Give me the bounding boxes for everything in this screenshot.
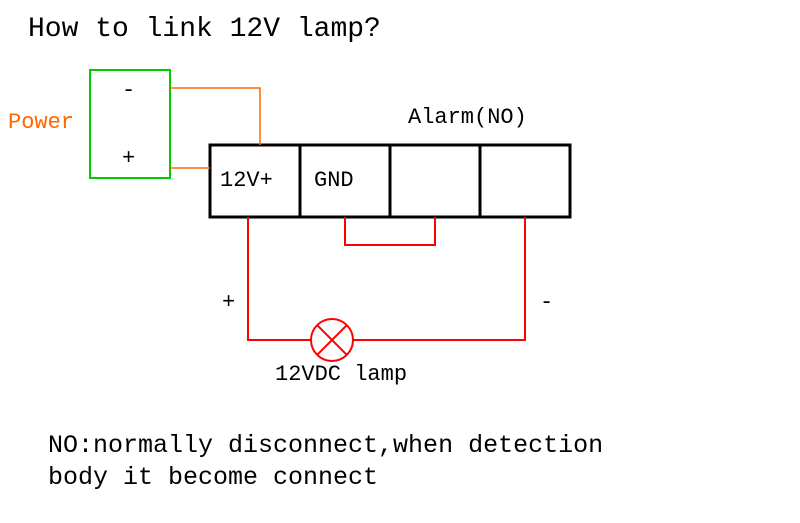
power-minus-sign: -	[122, 78, 135, 103]
footnote-line2: body it become connect	[48, 462, 378, 493]
lamp-plus-sign: +	[222, 290, 235, 315]
power-plus-sign: +	[122, 146, 135, 171]
power-label: Power	[8, 110, 74, 135]
terminal-label-gnd: GND	[314, 168, 354, 193]
wire-lamp-minus	[353, 217, 525, 340]
alarm-header-label: Alarm(NO)	[408, 105, 527, 130]
wire-lamp-plus	[248, 217, 311, 340]
wire-gnd-alarm-jumper	[345, 217, 435, 245]
wire-power-minus	[170, 88, 260, 145]
footnote-line1: NO:normally disconnect,when detection	[48, 430, 603, 461]
lamp-label: 12VDC lamp	[275, 362, 407, 387]
lamp-minus-sign: -	[540, 290, 553, 315]
terminal-label-12v: 12V+	[220, 168, 273, 193]
